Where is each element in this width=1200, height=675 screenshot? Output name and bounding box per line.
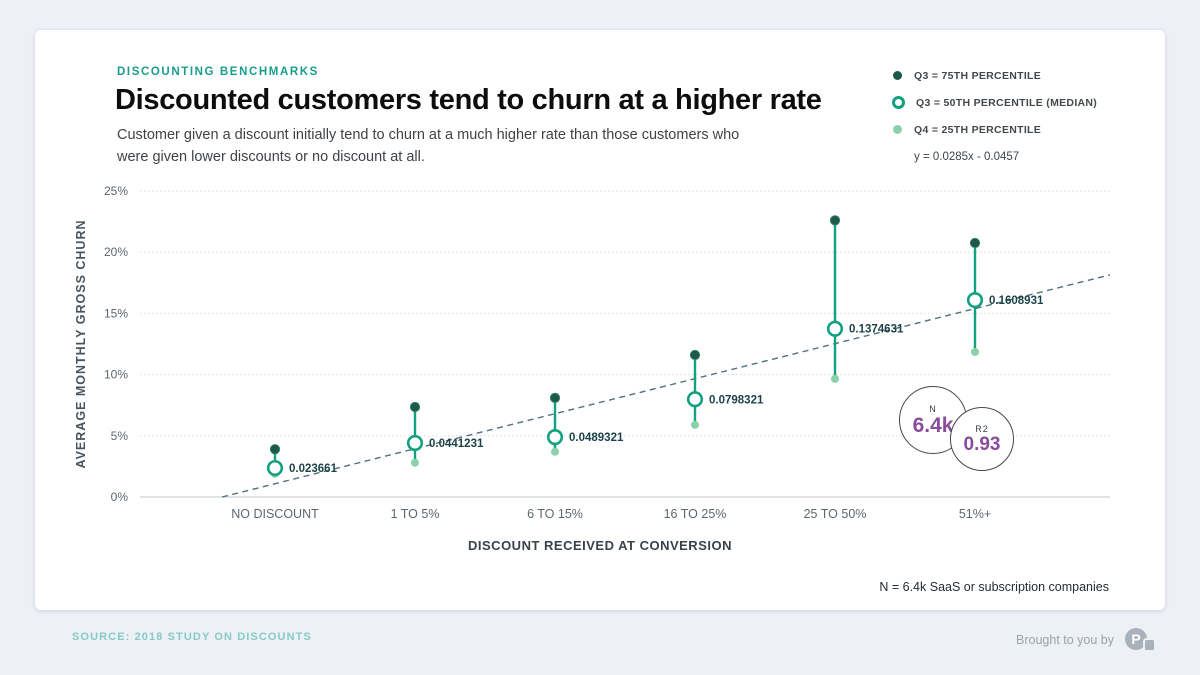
source-text: SOURCE: 2018 STUDY ON DISCOUNTS: [72, 631, 312, 643]
r2-badge: R2 0.93: [950, 407, 1014, 471]
eyebrow-label: DISCOUNTING BENCHMARKS: [117, 66, 319, 78]
svg-text:DISCOUNT RECEIVED AT CONVERSIO: DISCOUNT RECEIVED AT CONVERSION: [468, 538, 732, 553]
svg-text:15%: 15%: [104, 306, 128, 320]
svg-text:6 TO 15%: 6 TO 15%: [527, 507, 583, 521]
svg-text:0.023661: 0.023661: [289, 463, 338, 475]
svg-text:20%: 20%: [104, 245, 128, 259]
page-subtitle: Customer given a discount initially tend…: [117, 124, 739, 169]
subtitle-line-2: were given lower discounts or no discoun…: [117, 149, 425, 166]
n-label: N: [929, 404, 937, 414]
svg-text:0.0441231: 0.0441231: [429, 438, 484, 450]
svg-text:0.1608931: 0.1608931: [989, 295, 1044, 307]
svg-text:0.0489321: 0.0489321: [569, 432, 624, 444]
n-value: 6.4k: [912, 414, 954, 437]
legend-item-75th: Q3 = 75TH PERCENTILE: [893, 69, 1097, 82]
svg-text:16 TO 25%: 16 TO 25%: [664, 507, 727, 521]
svg-text:0%: 0%: [111, 490, 129, 504]
sample-size-note: N = 6.4k SaaS or subscription companies: [879, 580, 1109, 594]
r2-value: 0.93: [963, 434, 1001, 455]
svg-text:0.1374631: 0.1374631: [849, 324, 904, 336]
profitwell-logo-icon: P: [1125, 628, 1156, 652]
filled-dark-dot-icon: [893, 71, 902, 80]
svg-text:25 TO 50%: 25 TO 50%: [804, 507, 867, 521]
svg-text:0.0798321: 0.0798321: [709, 394, 764, 406]
chart-card: DISCOUNTING BENCHMARKS Discounted custom…: [35, 30, 1165, 610]
svg-text:10%: 10%: [104, 368, 128, 382]
legend-item-median: Q3 = 50TH PERCENTILE (MEDIAN): [892, 96, 1098, 109]
filled-light-dot-icon: [893, 125, 902, 134]
legend-label: Q3 = 75TH PERCENTILE: [914, 69, 1042, 82]
svg-text:AVERAGE MONTHLY GROSS CHURN: AVERAGE MONTHLY GROSS CHURN: [74, 219, 88, 468]
svg-text:5%: 5%: [111, 429, 129, 443]
legend-item-25th: Q4 = 25TH PERCENTILE: [893, 123, 1097, 136]
r2-label: R2: [975, 424, 989, 434]
svg-text:NO DISCOUNT: NO DISCOUNT: [231, 507, 319, 521]
trendline-equation: y = 0.0285x - 0.0457: [914, 151, 1020, 163]
chart-legend: Q3 = 75TH PERCENTILE Q3 = 50TH PERCENTIL…: [892, 69, 1098, 163]
legend-label: Q4 = 25TH PERCENTILE: [914, 123, 1042, 136]
svg-text:25%: 25%: [104, 184, 128, 198]
subtitle-line-1: Customer given a discount initially tend…: [117, 127, 740, 143]
svg-text:51%+: 51%+: [959, 507, 991, 521]
page-title: Discounted customers tend to churn at a …: [115, 84, 822, 116]
brought-to-you-by: Brought to you by P: [1016, 626, 1164, 654]
svg-text:1 TO 5%: 1 TO 5%: [391, 507, 440, 521]
svg-text:P: P: [1131, 631, 1140, 647]
brought-text: Brought to you by: [1016, 633, 1114, 647]
open-ring-dot-icon: [892, 96, 905, 109]
legend-label: Q3 = 50TH PERCENTILE (MEDIAN): [916, 96, 1098, 109]
